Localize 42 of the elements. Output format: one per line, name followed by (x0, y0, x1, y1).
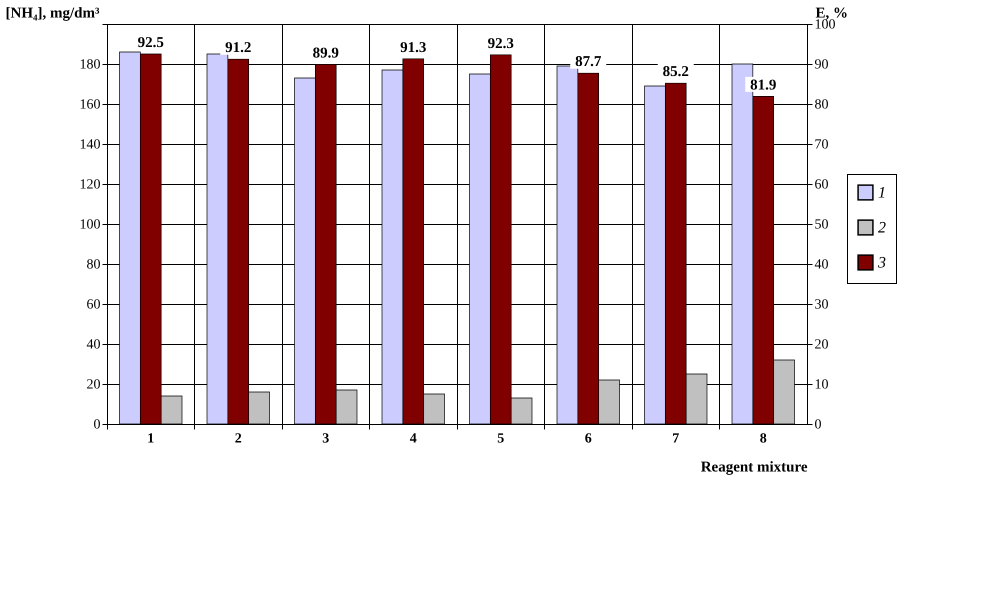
y2-tick-label: 20 (814, 338, 828, 352)
y2-tick-label: 50 (814, 218, 828, 232)
y2-tick-label: 90 (814, 58, 828, 72)
y-tick-label: 60 (86, 298, 100, 312)
x-tick-label: 8 (760, 432, 767, 446)
data-label: 91.2 (225, 40, 252, 56)
data-label: 87.7 (575, 54, 602, 70)
legend-label: 2 (878, 220, 886, 236)
x-tick-label: 2 (234, 432, 242, 446)
y2-tick-label: 10 (814, 378, 828, 392)
y-tick-label: 80 (86, 258, 100, 272)
data-label: 85.2 (662, 64, 689, 80)
y2-tick-label: 40 (814, 258, 828, 272)
y2-tick-label: 70 (814, 138, 828, 152)
y-tick-label: 100 (80, 218, 100, 232)
y-tick-label: 120 (80, 178, 100, 192)
y-tick-label: 20 (86, 378, 100, 392)
x-tick-label: 6 (584, 432, 592, 446)
y-tick-label: 140 (80, 138, 100, 152)
x-axis-title: Reagent mixture (700, 460, 808, 476)
y2-tick-label: 100 (814, 18, 836, 32)
data-label: 89.9 (312, 45, 339, 62)
data-label: 81.9 (750, 77, 776, 94)
x-tick-label: 1 (147, 432, 154, 446)
x-tick-label: 5 (497, 432, 504, 446)
x-tick-label: 3 (322, 432, 330, 446)
legend-label: 3 (877, 254, 886, 272)
y-tick-label: 160 (80, 98, 100, 112)
x-tick-label: 4 (410, 432, 417, 446)
y2-tick-label: 80 (814, 98, 828, 112)
legend-label: 1 (878, 184, 886, 202)
data-label: 92.3 (488, 36, 514, 52)
y-axis-title: [NH₄], mg/dm³ (6, 6, 100, 22)
y2-tick-label: 0 (814, 418, 822, 432)
y-tick-label: 180 (80, 58, 100, 72)
y-tick-label: 0 (94, 418, 100, 432)
y2-tick-label: 60 (814, 178, 828, 192)
data-label: 92.5 (138, 35, 164, 51)
x-tick-label: 7 (672, 432, 680, 446)
y-tick-label: 40 (86, 338, 100, 352)
data-label: 91.3 (400, 40, 426, 56)
y2-tick-label: 30 (814, 298, 828, 312)
